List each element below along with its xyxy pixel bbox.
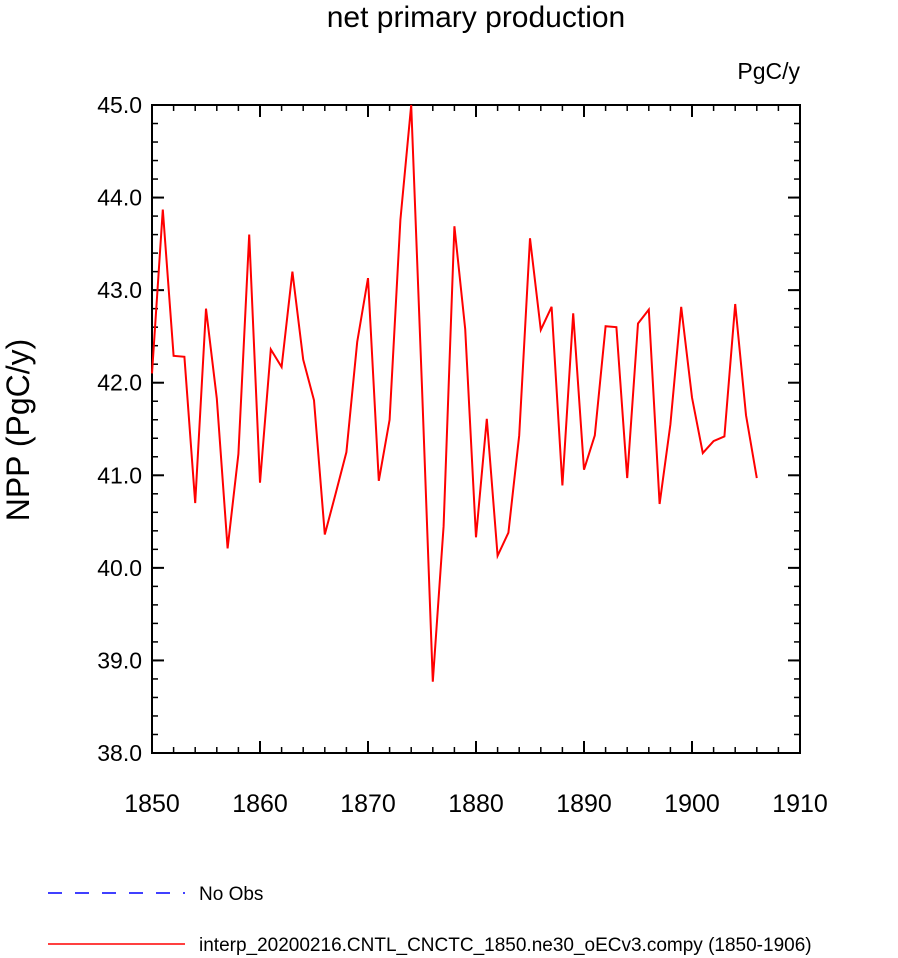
data-point <box>626 477 628 479</box>
x-tick-label: 1910 <box>772 790 828 818</box>
data-point <box>389 419 391 421</box>
data-point <box>486 418 488 420</box>
x-tick-label: 1860 <box>232 790 288 818</box>
data-point <box>540 329 542 331</box>
data-point <box>237 453 239 455</box>
x-tick-labels: 1850 1860 1870 1880 1890 1900 1910 <box>124 790 828 818</box>
chart-title: net primary production <box>327 1 625 34</box>
data-point <box>659 503 661 505</box>
data-point <box>367 277 369 279</box>
x-tick-label: 1870 <box>340 790 396 818</box>
y-tick-label: 43.0 <box>97 277 142 303</box>
data-point <box>648 309 650 311</box>
data-point <box>399 219 401 221</box>
data-point <box>605 325 607 327</box>
y-axis-label: NPP (PgC/y) <box>0 339 36 522</box>
data-point <box>443 525 445 527</box>
y-tick-labels: 38.0 39.0 40.0 41.0 42.0 43.0 44.0 45.0 <box>97 92 142 766</box>
legend: No Obs interp_20200216.CNTL_CNCTC_1850.ne… <box>48 884 812 956</box>
data-point <box>270 348 272 350</box>
axis-ticks <box>151 104 801 754</box>
data-point <box>259 482 261 484</box>
y-tick-label: 44.0 <box>97 185 142 211</box>
data-point <box>551 306 553 308</box>
data-point <box>529 237 531 239</box>
data-point <box>313 399 315 401</box>
data-point <box>432 681 434 683</box>
y-tick-label: 38.0 <box>97 740 142 766</box>
data-point <box>410 104 412 106</box>
y-tick-label: 39.0 <box>97 647 142 673</box>
data-point <box>572 312 574 314</box>
data-point <box>561 484 563 486</box>
data-series <box>151 104 758 683</box>
x-tick-label: 1880 <box>448 790 504 818</box>
data-point <box>227 547 229 549</box>
data-point <box>453 225 455 227</box>
data-point <box>680 306 682 308</box>
data-point <box>162 209 164 211</box>
legend-label: interp_20200216.CNTL_CNCTC_1850.ne30_oEC… <box>199 935 812 956</box>
x-tick-label: 1890 <box>556 790 612 818</box>
data-point <box>497 555 499 557</box>
data-point <box>702 452 704 454</box>
data-point <box>734 303 736 305</box>
data-point <box>194 502 196 504</box>
data-point <box>669 423 671 425</box>
data-point <box>183 356 185 358</box>
data-point <box>691 397 693 399</box>
data-point <box>756 477 758 479</box>
data-point <box>248 234 250 236</box>
data-point <box>324 534 326 536</box>
units-label: PgC/y <box>737 58 800 84</box>
data-point <box>216 397 218 399</box>
data-point <box>507 532 509 534</box>
series-line <box>151 104 758 682</box>
y-tick-label: 45.0 <box>97 92 142 118</box>
data-point <box>335 493 337 495</box>
data-point <box>302 359 304 361</box>
x-tick-label: 1850 <box>124 790 180 818</box>
data-point <box>291 271 293 273</box>
data-point <box>475 536 477 538</box>
data-point <box>615 326 617 328</box>
x-tick-label: 1900 <box>664 790 720 818</box>
data-point <box>745 414 747 416</box>
data-point <box>583 469 585 471</box>
data-point <box>518 434 520 436</box>
data-point <box>345 451 347 453</box>
data-point <box>713 440 715 442</box>
data-point <box>464 328 466 330</box>
data-point <box>378 480 380 482</box>
legend-label: No Obs <box>199 884 263 905</box>
data-point <box>723 435 725 437</box>
data-point <box>637 322 639 324</box>
data-point <box>205 308 207 310</box>
data-point <box>356 341 358 343</box>
data-point <box>281 366 283 368</box>
y-tick-label: 41.0 <box>97 462 142 488</box>
data-point <box>421 386 423 388</box>
data-point <box>151 372 153 374</box>
data-point <box>594 434 596 436</box>
data-point <box>173 355 175 357</box>
y-tick-label: 40.0 <box>97 555 142 581</box>
plot-area <box>151 104 801 754</box>
y-tick-label: 42.0 <box>97 370 142 396</box>
